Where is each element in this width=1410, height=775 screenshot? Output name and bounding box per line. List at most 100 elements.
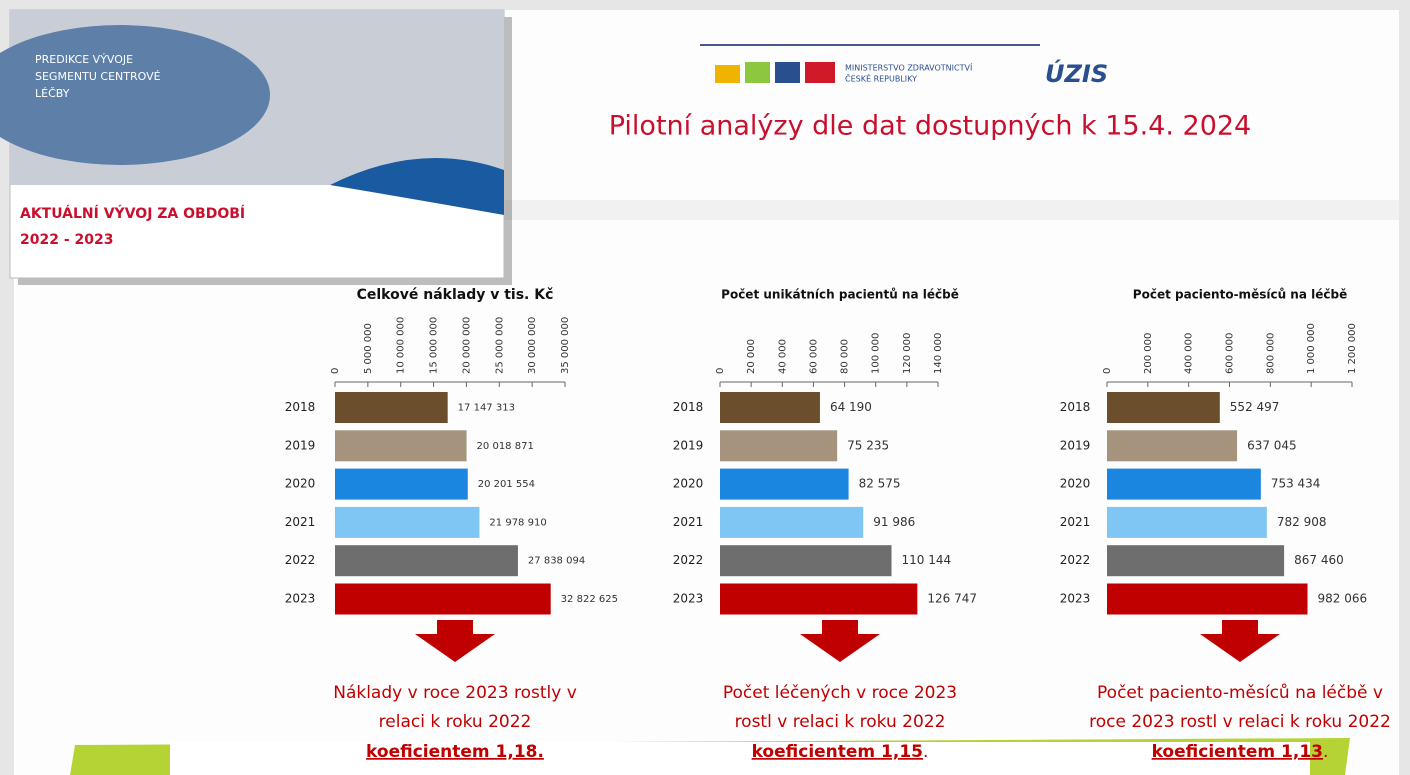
value-label: 21 978 910	[489, 517, 546, 528]
category-label: 2018	[1060, 400, 1091, 414]
annotation-suffix: .	[1323, 742, 1328, 762]
bar	[720, 584, 917, 615]
page-title: Pilotní analýzy dle dat dostupných k 15.…	[609, 111, 1252, 142]
category-label: 2021	[1060, 515, 1091, 529]
chart-title: Počet unikátních pacientů na léčbě	[721, 288, 959, 302]
bottom-box	[170, 742, 1310, 775]
chart-title: Celkové náklady v tis. Kč	[357, 287, 554, 303]
x-tick-label: 200 000	[1143, 333, 1154, 374]
x-tick-label: 35 000 000	[560, 317, 571, 374]
x-tick-label: 25 000 000	[494, 317, 505, 374]
x-tick-label: 1 000 000	[1306, 323, 1317, 374]
logo-block	[775, 62, 800, 83]
x-tick-label: 0	[715, 368, 726, 374]
value-label: 110 144	[902, 553, 952, 567]
category-label: 2020	[285, 477, 316, 491]
thumbnail-subtitle: AKTUÁLNÍ VÝVOJ ZA OBDOBÍ	[20, 204, 245, 222]
category-label: 2018	[673, 400, 704, 414]
annotation-emphasis: koeficientem 1,13.	[1152, 742, 1329, 762]
thumbnail-title: LÉČBY	[35, 87, 70, 100]
x-tick-label: 600 000	[1225, 333, 1236, 374]
logo-text: MINISTERSTVO ZDRAVOTNICTVÍ	[845, 62, 973, 73]
category-label: 2023	[285, 592, 316, 606]
bar	[720, 392, 820, 423]
annotation-bold: koeficientem 1,18.	[366, 742, 544, 762]
logo-block	[745, 62, 770, 83]
bar	[720, 430, 837, 461]
value-label: 17 147 313	[458, 403, 515, 414]
x-tick-label: 120 000	[902, 333, 913, 374]
logo-block	[715, 65, 740, 83]
x-tick-label: 0	[1102, 368, 1113, 374]
category-label: 2022	[285, 553, 316, 567]
annotation: Náklady v roce 2023 rostly v	[333, 683, 577, 703]
x-tick-label: 100 000	[871, 333, 882, 374]
category-label: 2020	[673, 477, 704, 491]
category-label: 2023	[673, 592, 704, 606]
annotation: rostl v relaci k roku 2022	[735, 712, 946, 732]
logo-block	[805, 62, 835, 83]
value-label: 782 908	[1277, 515, 1327, 529]
bar	[335, 392, 448, 423]
bar	[335, 469, 468, 500]
value-label: 552 497	[1230, 400, 1280, 414]
value-label: 27 838 094	[528, 556, 585, 567]
value-label: 20 201 554	[478, 479, 535, 490]
thumbnail-title: SEGMENTU CENTROVÉ	[35, 70, 161, 83]
bar	[335, 507, 479, 538]
category-label: 2018	[285, 400, 316, 414]
category-label: 2021	[673, 515, 704, 529]
x-tick-label: 60 000	[808, 339, 819, 374]
value-label: 91 986	[873, 515, 915, 529]
value-label: 75 235	[847, 438, 889, 452]
thumbnail-title: PREDIKCE VÝVOJE	[35, 53, 133, 66]
category-label: 2022	[1060, 553, 1091, 567]
bar	[1107, 392, 1220, 423]
category-label: 2019	[285, 438, 316, 452]
value-label: 753 434	[1271, 477, 1321, 491]
value-label: 82 575	[859, 477, 901, 491]
bar	[720, 469, 849, 500]
x-tick-label: 30 000 000	[527, 317, 538, 374]
bar	[1107, 545, 1284, 576]
x-tick-label: 0	[330, 368, 341, 374]
annotation-emphasis: koeficientem 1,15.	[752, 742, 929, 762]
annotation: Počet léčených v roce 2023	[723, 683, 957, 703]
bar	[1107, 430, 1237, 461]
logo-text: ČESKÉ REPUBLIKY	[845, 73, 917, 84]
x-tick-label: 140 000	[933, 333, 944, 374]
x-tick-label: 40 000	[777, 339, 788, 374]
category-label: 2022	[673, 553, 704, 567]
x-tick-label: 10 000 000	[396, 317, 407, 374]
annotation-bold: koeficientem 1,15	[752, 742, 923, 762]
thumbnail-subtitle: 2022 - 2023	[20, 232, 114, 248]
bar	[335, 584, 551, 615]
value-label: 637 045	[1247, 438, 1297, 452]
annotation-bold: koeficientem 1,13	[1152, 742, 1323, 762]
x-tick-label: 15 000 000	[429, 317, 440, 374]
bar	[1107, 469, 1261, 500]
value-label: 32 822 625	[561, 594, 618, 605]
annotation: Počet paciento-měsíců na léčbě v	[1097, 683, 1383, 703]
x-tick-label: 400 000	[1184, 333, 1195, 374]
annotation-suffix: .	[923, 742, 928, 762]
chart-title: Počet paciento-měsíců na léčbě	[1133, 288, 1347, 302]
bar	[720, 507, 863, 538]
category-label: 2019	[673, 438, 704, 452]
x-tick-label: 80 000	[840, 339, 851, 374]
annotation-emphasis: koeficientem 1,18.	[366, 742, 544, 762]
bar	[335, 545, 518, 576]
value-label: 20 018 871	[477, 441, 534, 452]
bar	[1107, 584, 1308, 615]
x-tick-label: 800 000	[1265, 333, 1276, 374]
x-tick-label: 20 000 000	[461, 317, 472, 374]
logo-uzis: ÚZIS	[1045, 58, 1108, 88]
slide: MINISTERSTVO ZDRAVOTNICTVÍ ČESKÉ REPUBLI…	[0, 0, 1410, 775]
category-label: 2020	[1060, 477, 1091, 491]
category-label: 2019	[1060, 438, 1091, 452]
bar	[1107, 507, 1267, 538]
annotation: relaci k roku 2022	[379, 712, 532, 732]
value-label: 982 066	[1318, 592, 1368, 606]
x-tick-label: 5 000 000	[363, 323, 374, 374]
value-label: 64 190	[830, 400, 872, 414]
